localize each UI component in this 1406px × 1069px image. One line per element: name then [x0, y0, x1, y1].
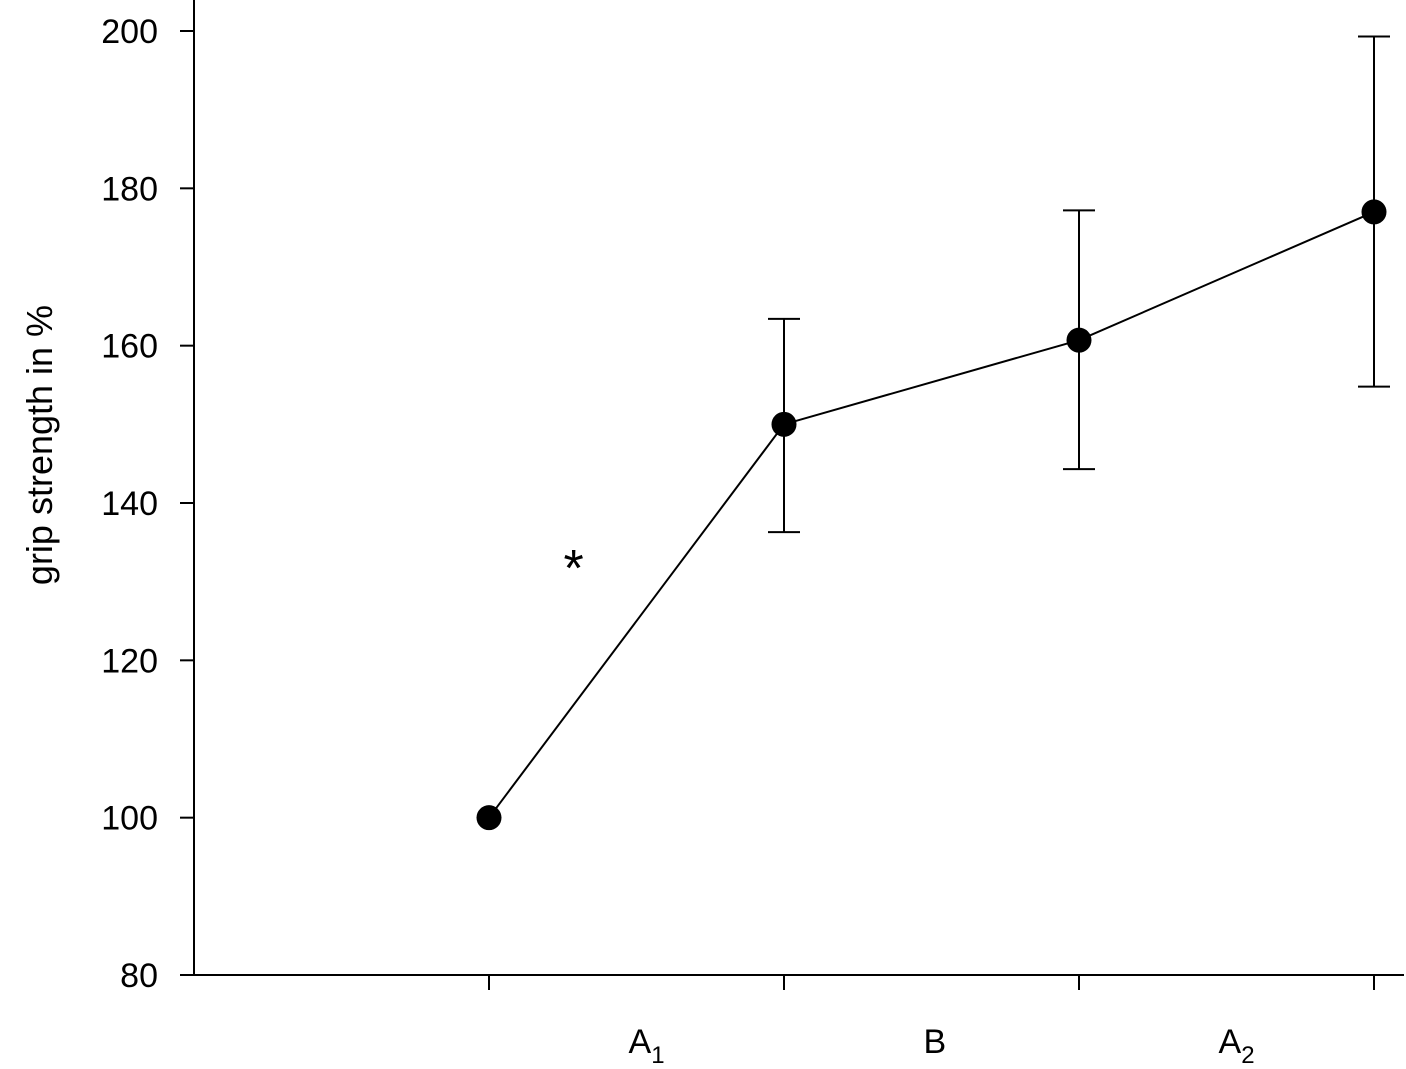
phase-label-sub: 1 — [651, 1042, 664, 1069]
phase-label-sub: 2 — [1241, 1042, 1254, 1069]
series-line — [488, 211, 1375, 819]
data-point-1 — [476, 805, 502, 831]
significance-annotation: * — [564, 540, 584, 598]
data-point-3 — [1066, 327, 1092, 353]
phase-label-2: B — [924, 1023, 947, 1061]
y-tick-label-160: 160 — [101, 328, 158, 366]
y-axis-title: grip strength in % — [19, 305, 60, 585]
labels-layer: A1 B A2* — [564, 540, 1255, 1069]
x-axis-ticks — [488, 975, 1375, 990]
phase-label-main: A — [629, 1023, 652, 1061]
data-point-2 — [771, 411, 797, 437]
series-layer — [476, 35, 1390, 831]
phase-label-main: B — [924, 1023, 947, 1061]
y-tick-label-80: 80 — [120, 957, 158, 995]
phase-label-1: A1 — [629, 1023, 665, 1069]
y-tick-label-180: 180 — [101, 170, 158, 208]
y-tick-label-200: 200 — [101, 13, 158, 51]
axes — [193, 0, 1404, 976]
y-tick-label-100: 100 — [101, 800, 158, 838]
data-point-4 — [1361, 199, 1387, 225]
phase-label-3: A2 — [1219, 1023, 1255, 1069]
y-tick-label-120: 120 — [101, 642, 158, 680]
phase-label-main: A — [1219, 1023, 1242, 1061]
y-axis-ticks: 80 100 120 140 160 180 200 — [101, 13, 194, 995]
y-tick-label-140: 140 — [101, 485, 158, 523]
